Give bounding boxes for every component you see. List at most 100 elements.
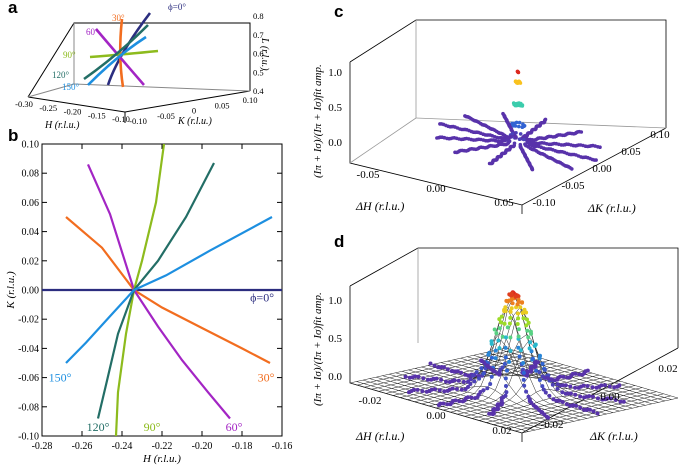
chart-a-ytick-label: 0.10: [243, 95, 258, 105]
chart-b-ytick-label: -0.10: [18, 432, 39, 443]
chart-d-point: [540, 361, 545, 366]
chart-d-point: [432, 363, 437, 368]
chart-d-point: [468, 382, 473, 386]
chart-a: ϕ=0° 30° 60° 90° 120° 150° -0.30 -0.25 -0.20 -0.1…: [15, 2, 270, 131]
chart-d-point: [524, 389, 529, 394]
chart-d-point: [557, 398, 562, 403]
chart-d-point: [413, 374, 417, 379]
chart-d-point: [543, 390, 548, 395]
chart-d-point: [621, 399, 626, 404]
chart-d-point: [608, 396, 613, 401]
chart-d-point: [493, 356, 498, 361]
chart-d-point: [574, 403, 579, 408]
chart-b-ytick-label: -0.06: [18, 373, 39, 384]
chart-d-point: [520, 311, 525, 315]
chart-b-ylabel: K (r.l.u.): [5, 271, 17, 310]
chart-a-xtick-label: -0.20: [64, 107, 82, 117]
chart-d-point: [489, 341, 494, 346]
chart-d-point: [509, 297, 514, 302]
chart-d-point: [504, 390, 509, 395]
chart-b-xtick-label: -0.26: [72, 441, 93, 452]
chart-c-point: [512, 121, 517, 126]
chart-d-point: [492, 327, 497, 332]
chart-c-point: [594, 158, 598, 162]
chart-d-point: [508, 309, 513, 314]
chart-a-xtick-label: -0.30: [15, 99, 33, 109]
chart-d-point: [563, 383, 568, 388]
chart-d-point: [568, 391, 573, 396]
chart-d-point: [499, 320, 503, 325]
chart-d-point: [578, 394, 583, 399]
chart-d-ztick-label: 0.5: [328, 333, 342, 345]
chart-b-series-label: 90°: [144, 420, 161, 434]
chart-d-point: [585, 368, 590, 373]
chart-b-ytick-label: 0.02: [22, 256, 40, 267]
chart-d-point: [521, 361, 526, 365]
chart-d-point: [537, 378, 542, 382]
chart-d-point: [468, 377, 473, 382]
chart-d-point: [466, 385, 470, 389]
chart-d-mesh-line: [505, 347, 679, 399]
chart-a-ztick-label: 0.8: [253, 11, 264, 21]
chart-d-point: [442, 389, 447, 394]
chart-d-point: [508, 348, 513, 353]
chart-d-point: [508, 335, 513, 340]
chart-d-point: [517, 354, 522, 359]
chart-d-point: [526, 335, 531, 340]
chart-d-point: [411, 387, 416, 392]
panel-label-c: c: [334, 2, 344, 21]
chart-d-point: [599, 383, 604, 388]
chart-d-point: [442, 365, 446, 370]
chart-a-series-label: 150°: [62, 82, 80, 92]
chart-d-point: [538, 353, 542, 358]
chart-d-point: [486, 352, 491, 357]
chart-c-point: [521, 122, 525, 126]
chart-b: -0.28 -0.26 -0.24 -0.22 -0.20 -0.18 -0.16 -0.10…: [5, 140, 292, 466]
chart-c: 0.0 0.5 1.0 -0.05 0.00 0.05 -0.10 -0.05 0.00 0.05…: [312, 19, 670, 215]
chart-c-point: [579, 130, 584, 134]
chart-b-ytick-label: 0.04: [22, 227, 40, 238]
chart-b-xtick-label: -0.28: [32, 441, 53, 452]
chart-d-point: [500, 334, 505, 339]
chart-d-point: [445, 367, 450, 372]
chart-d-point: [605, 396, 610, 401]
chart-d-point: [479, 366, 484, 371]
chart-d-point: [560, 383, 565, 388]
chart-c-ytick-label: 0.00: [592, 163, 612, 175]
chart-d-point: [545, 376, 550, 381]
chart-d-point: [555, 382, 560, 387]
chart-c-point: [517, 137, 522, 141]
chart-d-xtick-label: 0.02: [492, 425, 511, 437]
chart-c-point: [463, 114, 467, 118]
chart-d-point: [550, 382, 555, 387]
chart-d-point: [549, 377, 554, 382]
chart-d-point: [454, 387, 459, 391]
chart-d-point: [433, 387, 438, 392]
chart-d-point: [526, 394, 531, 399]
chart-c-point: [518, 142, 523, 147]
chart-d-point: [595, 396, 600, 401]
chart-d-point: [551, 397, 556, 402]
chart-d-point: [502, 321, 507, 326]
chart-d-point: [618, 399, 623, 404]
chart-d-point: [603, 383, 607, 388]
chart-a-series-label: 60°: [86, 27, 99, 37]
chart-a-xtick-label: -0.10: [112, 114, 130, 124]
chart-d-point: [587, 407, 592, 412]
chart-c-ytick-label: -0.05: [562, 180, 585, 192]
chart-d-point: [521, 377, 526, 382]
chart-d-point: [489, 355, 494, 360]
chart-d-point: [537, 370, 542, 375]
chart-d-point: [505, 299, 510, 304]
chart-d-point: [504, 384, 508, 388]
chart-d-xtick-label: -0.02: [359, 395, 382, 407]
chart-a-series-label: 30°: [112, 13, 125, 23]
chart-d-point: [497, 346, 502, 351]
chart-b-series-label: 150°: [49, 371, 72, 385]
chart-d-point: [472, 379, 477, 384]
chart-d-point: [434, 376, 439, 381]
chart-d-point: [513, 294, 518, 299]
panel-b: b -0.28 -0.26 -0.24 -0.22 -0.20 -0.18 -0.16 -0.…: [0, 126, 300, 469]
chart-d-mesh-line: [486, 352, 659, 403]
chart-d-point: [508, 315, 513, 320]
